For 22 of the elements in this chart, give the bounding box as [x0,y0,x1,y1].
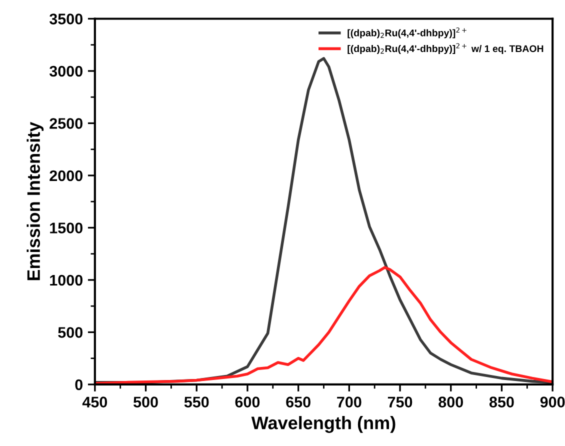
legend-label: [(dpab)$_{2}$Ru(4,4'-dhbpy)]$^{2+}$ [348,27,466,38]
x-tick-label: 900 [540,396,565,408]
x-tick-label: 450 [82,396,108,408]
x-tick-label: 850 [489,396,514,408]
y-tick-label: 3000 [49,66,82,77]
x-tick-label: 650 [286,396,310,408]
x-tick-label: 600 [235,396,260,408]
y-tick-label: 1000 [50,274,82,286]
x-tick-label: 550 [184,396,209,408]
y-tick-label: 0 [75,379,82,390]
y-tick-label: 1500 [50,222,82,234]
y-tick-label: 500 [58,327,82,338]
y-axis-title: Emission Intensity [26,122,44,280]
x-axis-title: Wavelength (nm) [251,416,396,433]
x-tick-label: 700 [337,396,362,408]
y-tick-label: 3500 [49,14,82,24]
x-tick-label: 800 [438,396,463,408]
y-tick-label: 2000 [50,170,82,182]
legend-label: [(dpab)$_{2}$Ru(4,4'-dhbpy)]$^{2+}$ w/ 1 eq. TBAOH [348,43,544,54]
y-tick-label: 2500 [50,118,82,129]
x-tick-label: 750 [388,396,412,408]
x-tick-label: 500 [133,396,158,408]
